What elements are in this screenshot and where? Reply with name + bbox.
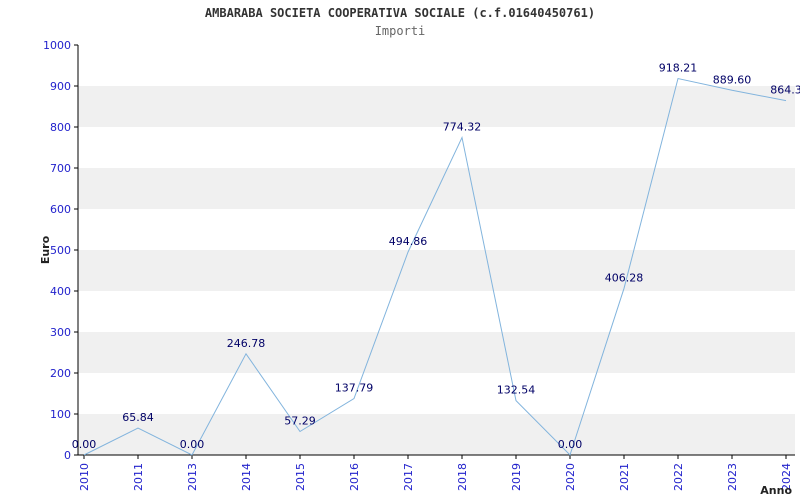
- chart-subtitle: Importi: [374, 24, 426, 38]
- value-label: 137.79: [335, 382, 374, 395]
- x-tick-label: 2016: [348, 463, 361, 491]
- y-tick-label: 800: [50, 121, 71, 134]
- grid-band: [78, 332, 795, 373]
- value-label: 864.3: [770, 84, 800, 97]
- x-tick-label: 2017: [402, 463, 415, 491]
- value-label: 918.21: [659, 62, 698, 75]
- x-tick-label: 2022: [672, 463, 685, 491]
- x-tick-label: 2021: [618, 463, 631, 491]
- x-tick-label: 2019: [510, 463, 523, 491]
- grid-band: [78, 250, 795, 291]
- value-label: 65.84: [122, 411, 154, 424]
- y-tick-label: 900: [50, 80, 71, 93]
- value-label: 494.86: [389, 235, 428, 248]
- value-label: 246.78: [227, 337, 266, 350]
- x-axis-title: Anno: [760, 484, 792, 497]
- y-tick-label: 0: [64, 449, 71, 462]
- x-tick-label: 2011: [132, 463, 145, 491]
- value-label: 0.00: [72, 438, 97, 451]
- value-label: 132.54: [497, 384, 536, 397]
- y-tick-label: 400: [50, 285, 71, 298]
- x-tick-label: 2023: [726, 463, 739, 491]
- x-tick-label: 2013: [186, 463, 199, 491]
- x-tick-label: 2010: [78, 463, 91, 491]
- x-tick-label: 2015: [294, 463, 307, 491]
- x-tick-label: 2020: [564, 463, 577, 491]
- x-tick-label: 2018: [456, 463, 469, 491]
- chart-title: AMBARABA SOCIETA COOPERATIVA SOCIALE (c.…: [204, 6, 596, 20]
- y-tick-label: 700: [50, 162, 71, 175]
- y-tick-label: 600: [50, 203, 71, 216]
- x-tick-label: 2014: [240, 463, 253, 491]
- value-label: 406.28: [605, 271, 644, 284]
- value-label: 57.29: [284, 415, 316, 428]
- value-label: 774.32: [443, 121, 482, 134]
- grid-band: [78, 86, 795, 127]
- y-tick-label: 1000: [43, 39, 71, 52]
- y-tick-label: 500: [50, 244, 71, 257]
- series-line: [83, 77, 787, 456]
- value-label: 0.00: [180, 438, 205, 451]
- value-label: 0.00: [558, 438, 583, 451]
- grid-band: [78, 168, 795, 209]
- y-tick-label: 300: [50, 326, 71, 339]
- x-tick-label: 2024: [780, 463, 793, 491]
- grid-band: [78, 414, 795, 455]
- y-tick-label: 200: [50, 367, 71, 380]
- y-tick-label: 100: [50, 408, 71, 421]
- value-label: 889.60: [713, 73, 752, 86]
